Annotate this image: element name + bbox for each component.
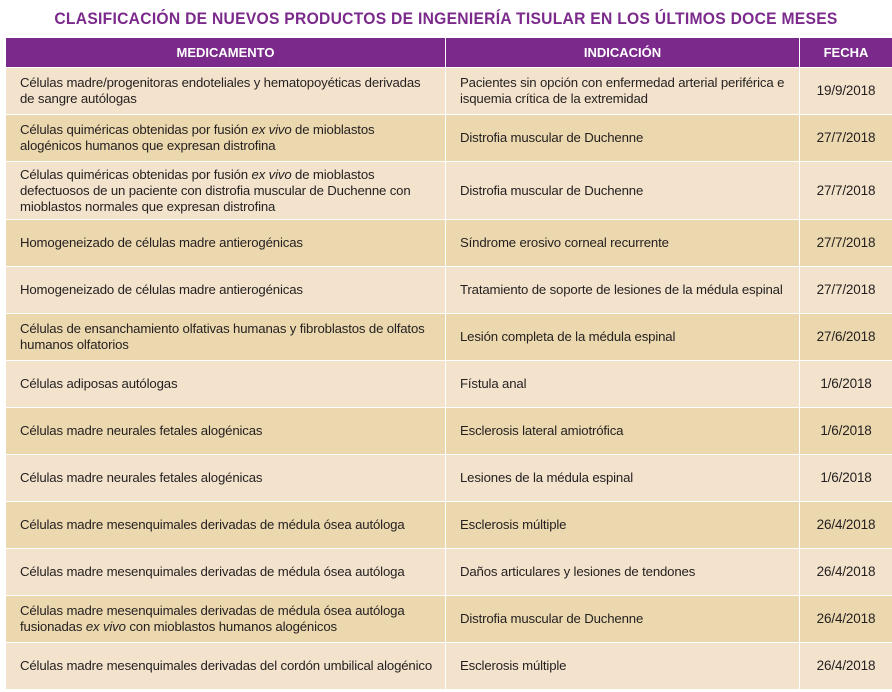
- table-row: Homogeneizado de células madre antierogé…: [6, 219, 892, 266]
- table-row: Células madre neurales fetales alogénica…: [6, 454, 892, 501]
- cell-medicamento: Células madre mesenquimales derivadas de…: [6, 642, 446, 689]
- cell-fecha: 26/4/2018: [800, 548, 892, 595]
- cell-fecha: 27/7/2018: [800, 266, 892, 313]
- italic-term: ex vivo: [85, 619, 126, 634]
- text-part: de mioblastos alogénicos humanos que exp…: [20, 122, 375, 153]
- cell-fecha: 26/4/2018: [800, 595, 892, 642]
- cell-medicamento: Células madre/progenitoras endoteliales …: [6, 67, 446, 114]
- cell-medicamento: Células quiméricas obtenidas por fusión …: [6, 161, 446, 219]
- cell-indicacion: Esclerosis múltiple: [446, 642, 800, 689]
- cell-fecha: 27/7/2018: [800, 161, 892, 219]
- table-row: Células madre mesenquimales derivadas de…: [6, 548, 892, 595]
- cell-indicacion: Esclerosis lateral amiotrófica: [446, 407, 800, 454]
- cell-fecha: 1/6/2018: [800, 360, 892, 407]
- cell-medicamento: Células madre mesenquimales derivadas de…: [6, 548, 446, 595]
- table-row: Células madre mesenquimales derivadas de…: [6, 595, 892, 642]
- cell-fecha: 19/9/2018: [800, 67, 892, 114]
- text-part: con mioblastos humanos alogénicos: [125, 619, 337, 634]
- text-part: Células madre/progenitoras endoteliales …: [20, 75, 421, 106]
- text-part: Células madre neurales fetales alogénica…: [20, 470, 263, 485]
- cell-indicacion: Fístula anal: [446, 360, 800, 407]
- cell-indicacion: Distrofia muscular de Duchenne: [446, 161, 800, 219]
- cell-medicamento: Células madre mesenquimales derivadas de…: [6, 595, 446, 642]
- table-row: Células quiméricas obtenidas por fusión …: [6, 114, 892, 161]
- cell-indicacion: Tratamiento de soporte de lesiones de la…: [446, 266, 800, 313]
- cell-indicacion: Lesión completa de la médula espinal: [446, 313, 800, 360]
- cell-fecha: 1/6/2018: [800, 454, 892, 501]
- table-row: Células de ensanchamiento olfativas huma…: [6, 313, 892, 360]
- header-medicamento: MEDICAMENTO: [6, 38, 446, 67]
- cell-indicacion: Pacientes sin opción con enfermedad arte…: [446, 67, 800, 114]
- text-part: Células de ensanchamiento olfativas huma…: [20, 321, 425, 352]
- header-fecha: FECHA: [800, 38, 892, 67]
- text-part: Homogeneizado de células madre antierogé…: [20, 235, 303, 250]
- cell-fecha: 26/4/2018: [800, 501, 892, 548]
- cell-fecha: 27/7/2018: [800, 219, 892, 266]
- products-table: MEDICAMENTO INDICACIÓN FECHA Células mad…: [6, 38, 892, 689]
- table-row: Células madre/progenitoras endoteliales …: [6, 67, 892, 114]
- text-part: Células madre neurales fetales alogénica…: [20, 423, 263, 438]
- cell-medicamento: Homogeneizado de células madre antierogé…: [6, 219, 446, 266]
- cell-fecha: 1/6/2018: [800, 407, 892, 454]
- cell-medicamento: Células de ensanchamiento olfativas huma…: [6, 313, 446, 360]
- table-title: CLASIFICACIÓN DE NUEVOS PRODUCTOS DE ING…: [54, 9, 838, 28]
- header-row: MEDICAMENTO INDICACIÓN FECHA: [6, 38, 892, 67]
- cell-indicacion: Lesiones de la médula espinal: [446, 454, 800, 501]
- table-row: Células madre mesenquimales derivadas de…: [6, 501, 892, 548]
- cell-indicacion: Síndrome erosivo corneal recurrente: [446, 219, 800, 266]
- cell-indicacion: Distrofia muscular de Duchenne: [446, 114, 800, 161]
- cell-medicamento: Células madre mesenquimales derivadas de…: [6, 501, 446, 548]
- table-row: Células quiméricas obtenidas por fusión …: [6, 161, 892, 219]
- cell-fecha: 27/6/2018: [800, 313, 892, 360]
- cell-indicacion: Distrofia muscular de Duchenne: [446, 595, 800, 642]
- italic-term: ex vivo: [251, 166, 292, 182]
- text-part: Células madre mesenquimales derivadas de…: [20, 564, 405, 579]
- text-part: Células adiposas autólogas: [20, 376, 178, 391]
- text-part: de mioblastos defectuosos de un paciente…: [20, 166, 411, 214]
- italic-term: ex vivo: [251, 122, 292, 137]
- header-indicacion: INDICACIÓN: [446, 38, 800, 67]
- text-part: Células madre mesenquimales derivadas de…: [20, 603, 405, 634]
- table-row: Células madre neurales fetales alogénica…: [6, 407, 892, 454]
- cell-medicamento: Células adiposas autólogas: [6, 360, 446, 407]
- cell-fecha: 27/7/2018: [800, 114, 892, 161]
- text-part: Homogeneizado de células madre antierogé…: [20, 282, 303, 297]
- table-row: Homogeneizado de células madre antierogé…: [6, 266, 892, 313]
- table-row: Células madre mesenquimales derivadas de…: [6, 642, 892, 689]
- cell-indicacion: Daños articulares y lesiones de tendones: [446, 548, 800, 595]
- text-part: Células quiméricas obtenidas por fusión: [20, 166, 252, 182]
- text-part: Células madre mesenquimales derivadas de…: [20, 658, 433, 673]
- cell-medicamento: Homogeneizado de células madre antierogé…: [6, 266, 446, 313]
- cell-medicamento: Células madre neurales fetales alogénica…: [6, 454, 446, 501]
- table-body: Células madre/progenitoras endoteliales …: [6, 67, 892, 689]
- cell-indicacion: Esclerosis múltiple: [446, 501, 800, 548]
- text-part: Células quiméricas obtenidas por fusión: [20, 122, 252, 137]
- cell-medicamento: Células madre neurales fetales alogénica…: [6, 407, 446, 454]
- text-part: Células madre mesenquimales derivadas de…: [20, 517, 405, 532]
- table-row: Células adiposas autólogas Fístula anal 1/…: [6, 360, 892, 407]
- cell-medicamento: Células quiméricas obtenidas por fusión …: [6, 114, 446, 161]
- cell-fecha: 26/4/2018: [800, 642, 892, 689]
